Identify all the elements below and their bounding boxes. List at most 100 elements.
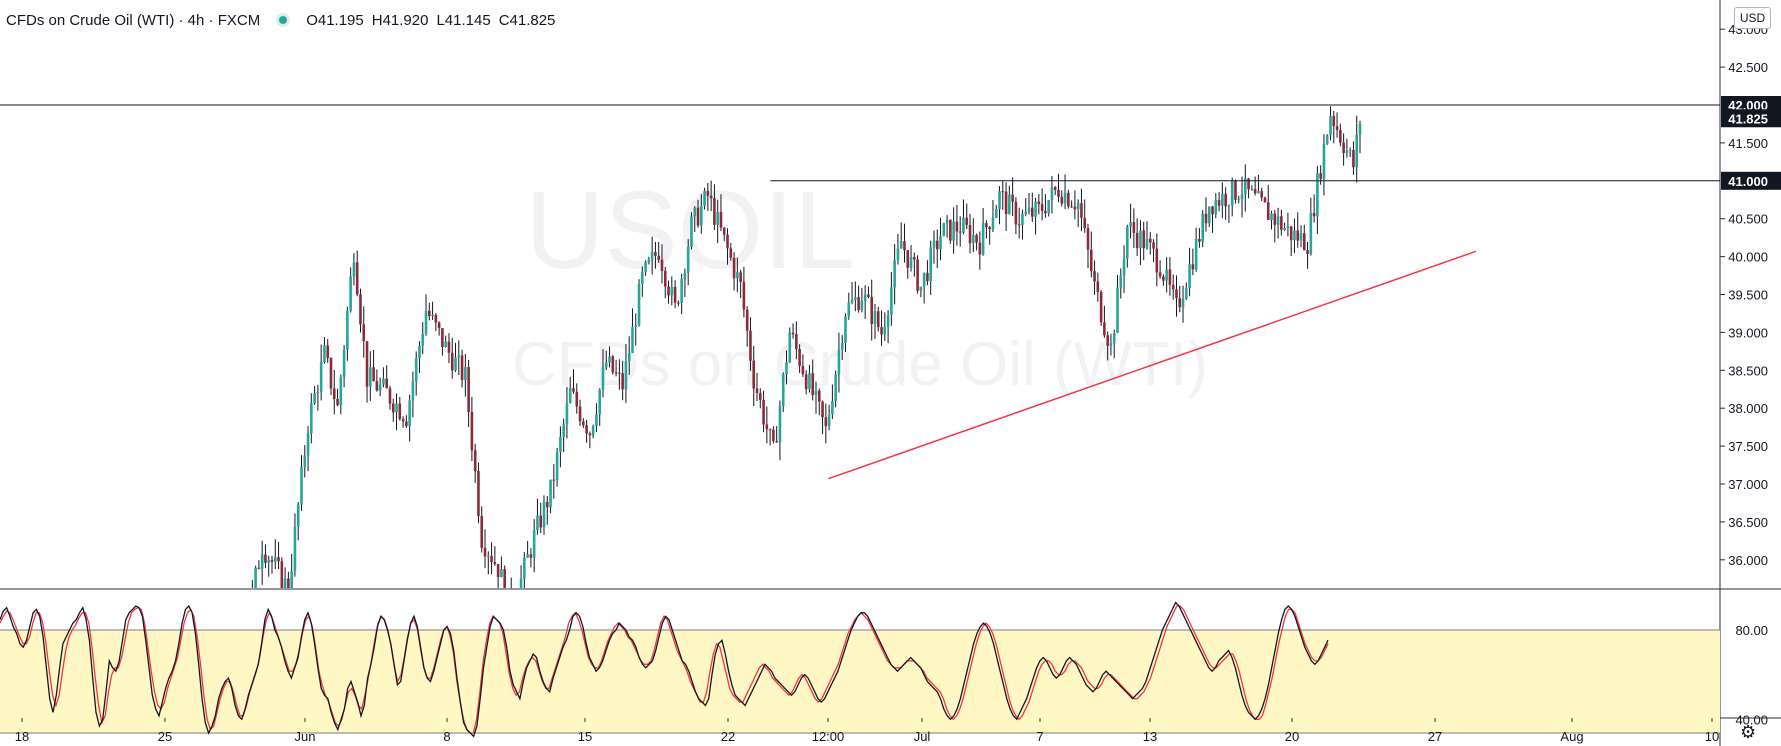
candle-body xyxy=(693,207,697,217)
candle-body xyxy=(539,515,543,528)
candle-body xyxy=(1037,201,1041,205)
candle-body xyxy=(1047,200,1050,214)
candle-body xyxy=(1283,228,1286,230)
candle-body xyxy=(1286,226,1290,229)
price-tick-label: 41.500 xyxy=(1728,136,1768,151)
candle-body xyxy=(788,332,792,363)
candle-body xyxy=(424,310,428,334)
candle-body xyxy=(1106,335,1109,346)
candle-body xyxy=(670,286,674,296)
candle-body xyxy=(405,421,408,427)
candle-body xyxy=(1345,150,1349,154)
candle-body xyxy=(817,390,821,402)
candle-body xyxy=(1099,292,1103,323)
candle-body xyxy=(657,255,660,260)
time-tick-label: Aug xyxy=(1560,729,1583,744)
candle-body xyxy=(280,561,284,588)
candle-body xyxy=(339,377,343,406)
candle-body xyxy=(1165,269,1168,281)
candle-body xyxy=(352,262,356,277)
candle-body xyxy=(1008,194,1011,215)
candle-body xyxy=(831,401,834,415)
candle-body xyxy=(1162,276,1165,281)
candle-body xyxy=(1181,298,1185,308)
candle-body xyxy=(578,406,582,422)
candle-body xyxy=(840,342,844,350)
candle-body xyxy=(939,235,942,250)
candle-body xyxy=(1017,224,1021,226)
candle-body xyxy=(804,374,808,390)
candle-body xyxy=(362,324,366,342)
candle-body xyxy=(1201,213,1204,242)
currency-button[interactable]: USD xyxy=(1734,7,1771,29)
candle-body xyxy=(1194,238,1198,270)
candle-body xyxy=(470,411,474,451)
candle-body xyxy=(382,378,385,385)
candle-body xyxy=(395,403,398,413)
candle-body xyxy=(1027,207,1031,212)
candle-body xyxy=(549,479,552,508)
trend-line xyxy=(828,250,1477,480)
candle-body xyxy=(654,251,657,256)
candle-body xyxy=(319,362,323,392)
candle-body xyxy=(1112,333,1116,344)
candle-body xyxy=(1234,180,1237,200)
candle-body xyxy=(1266,202,1270,220)
candle-body xyxy=(552,479,556,481)
candle-body xyxy=(854,297,857,300)
candle-body xyxy=(958,231,962,233)
open-value: O41.195 xyxy=(306,11,364,29)
candle-body xyxy=(277,557,280,562)
candle-body xyxy=(758,393,762,400)
candle-body xyxy=(595,414,598,426)
candle-body xyxy=(634,325,638,327)
candle-body xyxy=(785,362,788,375)
symbol-title[interactable]: CFDs on Crude Oil (WTI) · 4h · FXCM xyxy=(6,11,261,29)
candle-body xyxy=(798,348,801,366)
candle-body xyxy=(863,294,867,301)
candle-body xyxy=(880,327,883,335)
candle-body xyxy=(1224,193,1227,207)
candle-body xyxy=(962,217,965,233)
candle-body xyxy=(906,250,910,268)
time-tick-label: 10 xyxy=(1705,729,1719,744)
candle-body xyxy=(388,388,392,404)
settings-gear-icon[interactable]: ⚙ xyxy=(1740,722,1757,742)
candle-body xyxy=(1004,191,1008,215)
candle-body xyxy=(441,328,444,347)
candle-body xyxy=(1260,191,1263,198)
candle-body xyxy=(1063,192,1067,204)
candle-body xyxy=(873,311,877,325)
candle-body xyxy=(732,257,736,279)
watermark-ticker: USOIL xyxy=(525,169,855,292)
candle-body xyxy=(1299,233,1303,241)
time-tick-label: 12:00 xyxy=(812,729,845,744)
candle-body xyxy=(991,217,995,230)
candle-body xyxy=(1044,210,1047,214)
candle-body xyxy=(844,316,847,343)
candle-body xyxy=(870,297,874,325)
candle-body xyxy=(1270,213,1273,220)
candle-body xyxy=(585,425,588,434)
candle-body xyxy=(598,389,602,415)
candle-body xyxy=(608,356,611,363)
candle-body xyxy=(1152,242,1155,249)
candle-body xyxy=(663,270,667,287)
candle-body xyxy=(1280,216,1283,230)
candle-body xyxy=(994,208,998,218)
candle-body xyxy=(536,515,539,531)
candle-body xyxy=(401,419,405,422)
candle-body xyxy=(365,341,369,387)
candle-body xyxy=(631,326,634,353)
candle-body xyxy=(457,355,461,358)
candle-body xyxy=(1293,230,1296,241)
price-tick-label: 39.500 xyxy=(1728,288,1768,303)
candle-body xyxy=(1237,199,1241,201)
candle-body xyxy=(369,367,372,387)
candle-body xyxy=(1132,222,1136,233)
candle-body xyxy=(1188,264,1191,289)
candle-body xyxy=(604,362,608,368)
candle-body xyxy=(1276,216,1280,225)
candle-body xyxy=(795,334,798,349)
